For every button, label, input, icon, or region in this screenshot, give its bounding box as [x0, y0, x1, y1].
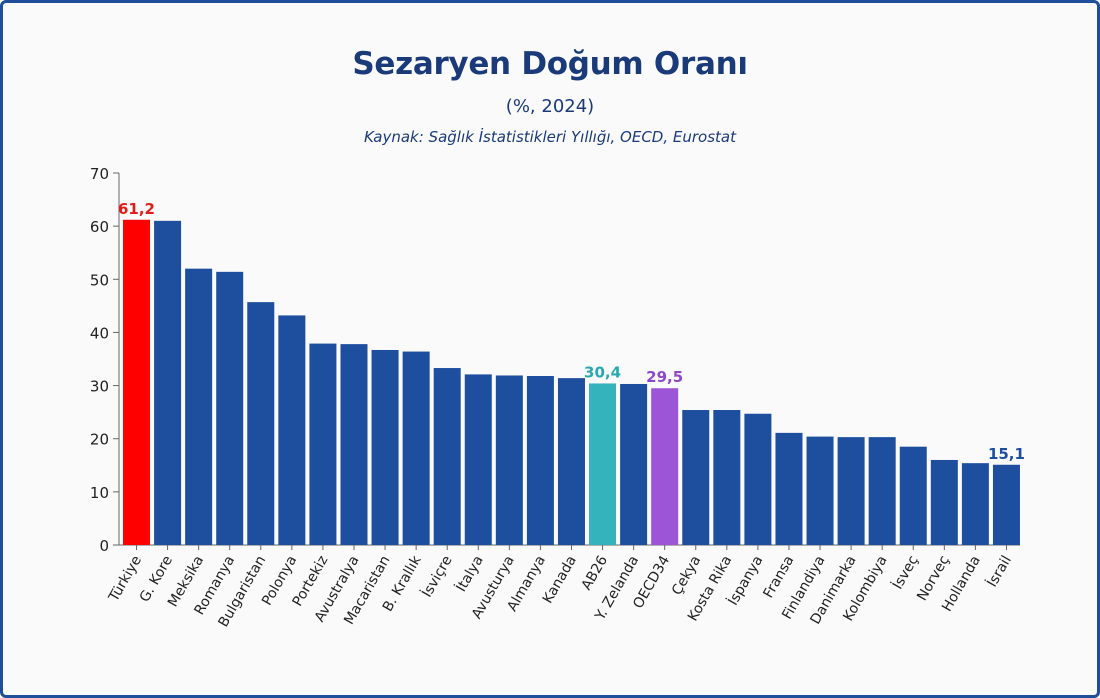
bar	[309, 343, 337, 545]
chart-title: Sezaryen Doğum Oranı	[352, 46, 748, 82]
data-label: 30,4	[584, 363, 621, 381]
chart-source: Kaynak: Sağlık İstatistikleri Yıllığı, O…	[363, 128, 736, 146]
y-tick-label: 60	[90, 218, 109, 236]
data-label: 29,5	[646, 368, 683, 386]
bar	[371, 349, 399, 545]
bar	[464, 374, 492, 545]
bar	[651, 388, 679, 545]
y-tick-label: 50	[90, 271, 109, 289]
bar	[713, 410, 741, 545]
y-tick-label: 70	[90, 165, 109, 183]
x-tick-label: İsveç	[888, 552, 922, 592]
bar	[402, 351, 430, 545]
bar	[154, 220, 182, 546]
bar	[837, 437, 865, 545]
x-tick-label: İsrail	[983, 552, 1015, 590]
data-label: 61,2	[118, 200, 155, 218]
bar	[495, 375, 523, 545]
bar	[775, 432, 803, 545]
x-tick-label: İtalya	[452, 552, 487, 595]
bar	[278, 315, 306, 545]
bar	[216, 271, 244, 545]
bar	[961, 463, 989, 545]
bar	[589, 383, 617, 545]
bar	[340, 344, 368, 545]
y-tick-label: 30	[90, 378, 109, 396]
y-tick-label: 10	[90, 484, 109, 502]
y-tick-label: 0	[99, 537, 109, 555]
chart-subtitle: (%, 2024)	[505, 96, 595, 117]
bar	[247, 302, 275, 545]
bar	[433, 368, 461, 545]
bar	[185, 268, 213, 545]
y-tick-label: 40	[90, 324, 109, 342]
x-tick-label: İsviçre	[417, 552, 455, 600]
y-tick-label: 20	[90, 431, 109, 449]
bar	[930, 459, 958, 545]
bar	[557, 378, 585, 545]
bar	[526, 376, 554, 545]
bar	[806, 436, 834, 545]
x-tick-label: AB26	[579, 553, 611, 593]
bar	[123, 219, 150, 545]
bar	[620, 383, 648, 545]
bar	[992, 464, 1020, 545]
bar	[899, 446, 927, 545]
bar	[868, 437, 896, 545]
bar	[744, 413, 772, 545]
data-label: 15,1	[988, 445, 1025, 463]
bar	[682, 410, 710, 545]
